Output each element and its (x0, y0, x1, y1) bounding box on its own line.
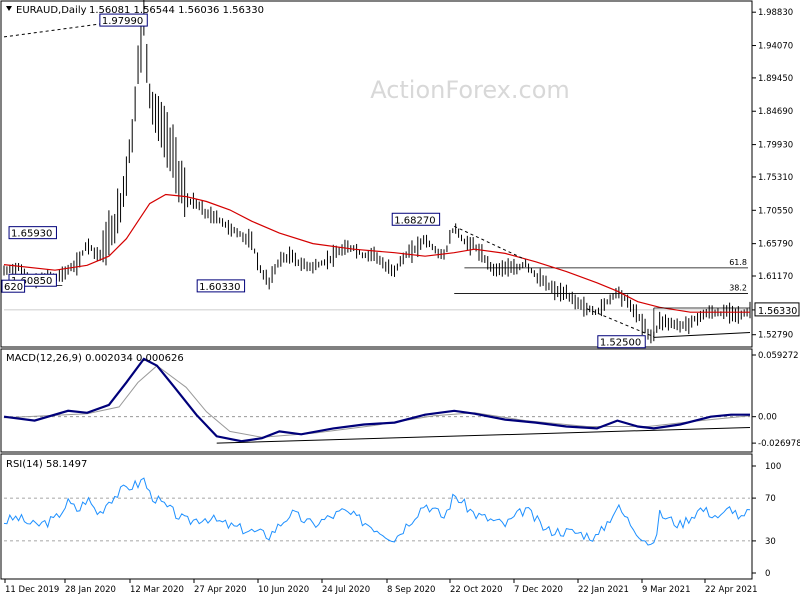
rsi-line (3, 477, 751, 546)
price-y-tick-label: 1.94070 (758, 42, 793, 52)
rsi-y-tick-label: 70 (765, 494, 776, 504)
axis-layer: 1.98830 1.94070 1.89450 1.84690 1.79930 1.753… (4, 8, 800, 595)
macd-panel-frame (0, 348, 753, 453)
rsi-y-tick-label: 100 (765, 462, 781, 472)
price-y-tick-label: 1.84690 (758, 107, 793, 117)
x-axis-tick-label: 9 Mar 2021 (642, 585, 690, 595)
price-label-text: 1.60850 (11, 276, 52, 287)
price-panel-frame (0, 0, 753, 348)
symbol-label: EURAUD,Daily (16, 5, 87, 16)
moving-average-line (3, 193, 750, 313)
rsi-panel-frame (0, 453, 753, 580)
price-label-text: 1.68270 (394, 215, 435, 226)
x-axis-tick-label: 28 Jan 2020 (65, 585, 116, 595)
macd-trendline (216, 426, 751, 444)
macd-y-tick-label: -0.026978 (758, 439, 800, 449)
price-label-text: 1.65930 (11, 229, 52, 240)
support-trendline (653, 332, 751, 338)
collapse-triangle-icon[interactable] (6, 6, 12, 11)
x-axis-tick-label: 7 Dec 2020 (514, 585, 563, 595)
macd-line (3, 357, 750, 443)
price-y-tick-label: 1.70550 (758, 206, 793, 216)
price-label-box (8, 226, 57, 240)
x-axis-tick-label: 27 Apr 2020 (194, 585, 247, 595)
x-axis-tick-label: 11 Dec 2019 (5, 585, 59, 595)
macd-y-tick-label: 0.059272 (758, 351, 799, 361)
price-label-text: 620 (4, 282, 23, 293)
swing-dashed-line (586, 308, 655, 338)
fib-level-label: 61.8 (729, 258, 747, 267)
ohlc-label: 1.56081 1.56544 1.56036 1.56330 (89, 5, 264, 16)
macd-y-tick-label: 0.00 (758, 413, 777, 423)
price-label-box (391, 212, 441, 226)
price-y-tick-label: 1.98830 (758, 8, 793, 18)
x-axis-tick-label: 22 Jan 2021 (578, 585, 629, 595)
price-y-tick-label: 1.75310 (758, 173, 793, 183)
macd-signal-line (3, 365, 751, 438)
price-y-tick-label: 1.61170 (758, 272, 793, 282)
x-axis-tick-label: 12 Mar 2020 (130, 585, 184, 595)
price-y-tick-label: 1.52790 (758, 331, 793, 341)
price-y-tick-label: 1.89450 (758, 74, 793, 84)
price-label-text: 1.60330 (199, 282, 240, 293)
price-label-box (1, 279, 26, 293)
price-label-box (597, 335, 646, 349)
chart-header: EURAUD,Daily 1.56081 1.56544 1.56036 1.5… (6, 5, 264, 16)
price-label-box (196, 279, 246, 293)
x-axis-tick-label: 8 Sep 2020 (387, 585, 435, 595)
swing-dashed-line (454, 225, 526, 261)
fib-level-label: 38.2 (729, 283, 747, 292)
rsi-layer (3, 477, 751, 546)
x-axis-tick-label: 10 Jun 2020 (258, 585, 309, 595)
price-label-text: 1.97990 (102, 16, 143, 27)
price-y-tick-label: 1.79930 (758, 141, 793, 151)
x-axis-tick-label: 22 Oct 2020 (450, 585, 503, 595)
x-axis-tick-label: 22 Apr 2021 (705, 585, 758, 595)
rsi-title: RSI(14) 58.1497 (6, 459, 87, 470)
rsi-y-tick-label: 0 (765, 569, 770, 579)
price-label-text: 1.52500 (600, 338, 641, 349)
price-y-tick-label: 1.65790 (758, 240, 793, 250)
current-price-box (754, 302, 800, 317)
price-label-box (99, 13, 148, 27)
rsi-y-tick-label: 30 (765, 537, 776, 547)
current-price-label: 1.56330 (758, 306, 797, 317)
macd-title: MACD(12,26,9) 0.002034 0.000626 (6, 353, 184, 364)
x-axis-tick-label: 24 Jul 2020 (322, 585, 370, 595)
watermark: ActionForex.com (370, 76, 570, 104)
macd-layer (3, 357, 751, 444)
